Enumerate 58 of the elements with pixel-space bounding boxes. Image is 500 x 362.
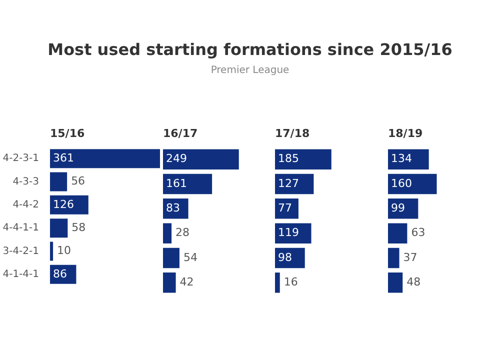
bar <box>275 149 332 170</box>
bar <box>50 172 68 192</box>
bar <box>50 195 88 214</box>
y-tick-label: 4-2-3-1 <box>2 153 39 164</box>
data-label: 185 <box>278 152 299 166</box>
bar <box>163 149 239 170</box>
data-label: 127 <box>278 176 299 190</box>
bar <box>388 149 429 170</box>
y-tick-label: 4-1-4-1 <box>2 269 39 280</box>
data-label: 56 <box>71 174 86 188</box>
bar <box>275 198 298 219</box>
data-label: 48 <box>406 276 421 289</box>
chart-title: 16/17 <box>163 127 198 140</box>
chart-title: 17/18 <box>275 127 310 140</box>
bar <box>388 248 400 268</box>
data-label: 99 <box>391 202 405 215</box>
bar <box>50 242 54 261</box>
data-label: 58 <box>72 220 86 234</box>
bar <box>388 272 403 293</box>
data-label: 134 <box>391 152 412 166</box>
data-label: 83 <box>166 202 180 215</box>
data-label: 119 <box>278 226 299 240</box>
bar <box>275 272 280 293</box>
y-tick-label: 3-4-2-1 <box>2 246 39 257</box>
bar <box>163 248 180 268</box>
data-label: 77 <box>278 202 292 215</box>
text: Most used starting formations since 2015/16 <box>46 40 454 59</box>
bar <box>163 272 176 293</box>
bar <box>163 174 212 194</box>
bar <box>50 218 68 238</box>
bar <box>163 223 172 244</box>
bar <box>388 198 418 219</box>
bar <box>163 198 188 219</box>
y-tick-label: 4-4-2 <box>12 200 39 211</box>
bar <box>50 149 160 168</box>
data-label: 10 <box>57 244 72 258</box>
bar <box>275 174 314 194</box>
chart-title: 18/19 <box>388 127 423 140</box>
bar <box>388 174 437 194</box>
data-label: 361 <box>53 151 74 164</box>
y-tick-label: 4-3-3 <box>12 176 39 188</box>
text: Premier League <box>210 65 290 76</box>
y-tick-label: 4-4-1-1 <box>2 222 39 234</box>
data-label: 249 <box>166 152 187 166</box>
data-label: 16 <box>284 276 298 289</box>
data-label: 42 <box>180 276 194 289</box>
bar <box>275 223 312 244</box>
data-label: 63 <box>411 226 426 240</box>
data-label: 160 <box>391 176 412 190</box>
data-label: 161 <box>166 176 187 190</box>
bar <box>388 223 408 244</box>
data-label: 37 <box>403 250 418 264</box>
data-label: 86 <box>53 267 67 280</box>
data-label: 54 <box>183 250 198 264</box>
data-label: 28 <box>176 226 190 240</box>
data-label: 126 <box>53 198 74 211</box>
data-label: 98 <box>278 250 292 264</box>
chart-title: 15/16 <box>50 127 85 140</box>
